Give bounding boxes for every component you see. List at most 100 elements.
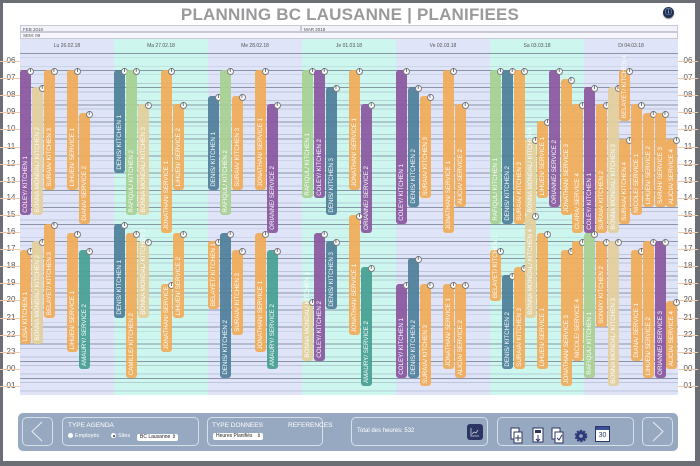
shift-bar[interactable]: SARAH/ SERVICE 3 i (654, 110, 669, 207)
info-icon[interactable]: i (226, 68, 234, 76)
info-icon[interactable]: i (414, 256, 422, 264)
info-icon[interactable]: i (567, 76, 575, 84)
info-icon[interactable]: i (179, 102, 187, 110)
info-icon[interactable]: i (426, 281, 434, 289)
settings-gear-icon[interactable] (574, 427, 588, 444)
shift-bar[interactable]: AMAURY/ SERVICE 2 i (78, 247, 93, 370)
info-icon[interactable]: i (626, 68, 634, 76)
day-header[interactable]: Sa 03.03.18 (490, 39, 584, 53)
radio-sites[interactable]: Sites (111, 433, 130, 439)
info-icon[interactable]: i (85, 110, 93, 118)
radio-employes[interactable]: Employés (68, 433, 99, 439)
day-header[interactable]: Ve 02.03.18 (396, 39, 490, 53)
info-icon[interactable]: i (273, 247, 281, 255)
info-icon[interactable]: i (144, 239, 152, 247)
shift-bar[interactable]: ORIANNE/ SERVICE 3 i (654, 239, 669, 378)
info-icon[interactable]: i (591, 230, 598, 238)
info-icon[interactable]: i (238, 93, 246, 101)
day-header[interactable]: Lu 26.02.18 (20, 39, 114, 53)
info-icon[interactable]: i (85, 247, 93, 255)
info-icon[interactable]: i (461, 102, 469, 110)
info-icon[interactable]: i (367, 264, 375, 272)
info-icon[interactable]: i (320, 230, 328, 238)
shift-bar[interactable]: DIANA/ SERVICE 2 i (78, 110, 93, 224)
info-icon[interactable]: i (403, 68, 410, 76)
day-header[interactable]: Di 04.03.18 (584, 39, 678, 53)
info-icon[interactable]: i (50, 222, 58, 229)
info-icon[interactable]: i (74, 68, 81, 76)
site-select[interactable]: BC Lausanne ⇕ (137, 434, 178, 441)
info-icon[interactable]: i (74, 230, 81, 238)
shift-bar[interactable]: ALICIA/ SERVICE 2 i (454, 281, 469, 378)
day-header[interactable]: Je 01.03.18 (302, 39, 396, 53)
shift-bar[interactable]: ORIANNE/ SERVICE 2 i (548, 68, 563, 207)
info-icon[interactable]: i (273, 102, 281, 110)
info-icon[interactable]: i (520, 68, 528, 76)
info-icon[interactable]: i (555, 68, 563, 76)
info-icon[interactable]: i (638, 102, 645, 110)
info-icon[interactable]: i (673, 136, 681, 144)
shift-bar[interactable]: RAFIQUL/ KITCHEN 2 i (219, 68, 234, 216)
app-logo-icon[interactable]: ⓘ (663, 7, 674, 18)
info-icon[interactable]: i (50, 68, 58, 76)
shift-bar[interactable]: BONNA MONDAL/ KITCHEN 3 i (607, 239, 622, 387)
shift-bar[interactable]: ALICIA/ SERVICE 4 i (666, 298, 681, 370)
shift-bar[interactable]: BONNA MONDAL/ KITCHEN 3 i (137, 102, 152, 216)
info-icon[interactable]: i (332, 239, 340, 247)
info-icon[interactable]: i (179, 230, 187, 238)
shift-bar[interactable]: COLEY/ KITCHEN 2 i (313, 230, 328, 361)
info-icon[interactable]: i (461, 281, 469, 289)
shift-bar[interactable]: BELAYET/ KITCHEN 3 i (43, 222, 58, 319)
shift-bar[interactable]: ORIANNE/ SERVICE 2 i (266, 102, 281, 233)
info-icon[interactable]: i (238, 247, 246, 255)
shift-bar[interactable]: LIHUEN/ SERVICE 2 i (172, 102, 187, 190)
info-icon[interactable]: i (168, 68, 175, 76)
shift-bar[interactable]: ALICIA/ SERVICE 4 i (666, 136, 681, 207)
info-icon[interactable]: i (661, 239, 669, 247)
shift-bar[interactable]: RAFIQUL/ KITCHEN 2 i (125, 68, 140, 216)
calendar-button[interactable]: 30 (595, 426, 610, 442)
info-icon[interactable]: i (320, 68, 328, 76)
info-icon[interactable]: i (132, 68, 140, 76)
shift-bar[interactable]: ALICIA/ SERVICE 2 i (454, 102, 469, 207)
shift-bar[interactable]: ORIANNE/ SERVICE 2 i (360, 102, 375, 233)
info-icon[interactable]: i (262, 68, 269, 76)
add-document-icon[interactable] (510, 427, 524, 444)
info-icon[interactable]: i (332, 85, 340, 93)
